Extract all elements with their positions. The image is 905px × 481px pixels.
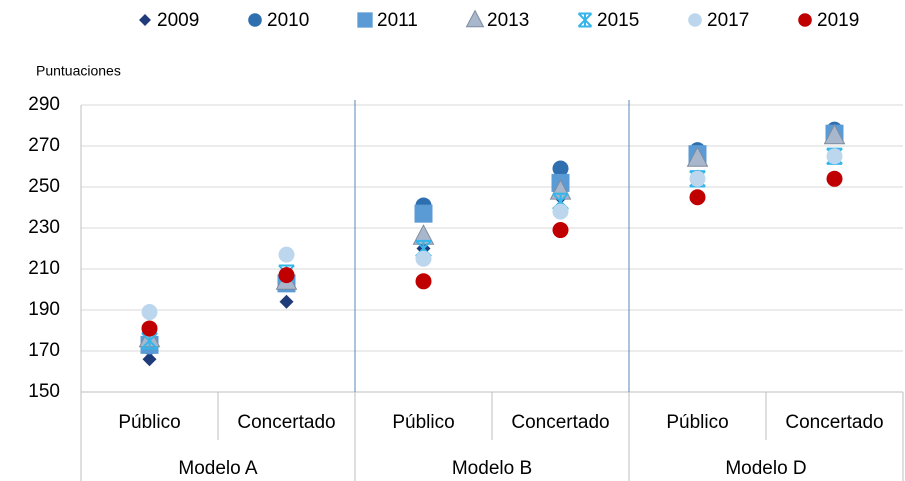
marker (141, 320, 158, 337)
marker (823, 123, 846, 145)
legend-label: 2011 (377, 10, 418, 31)
marker (414, 204, 433, 223)
legend-marker (688, 13, 702, 27)
legend-marker (798, 13, 812, 27)
marker (141, 304, 158, 321)
group-label: Modelo D (725, 458, 806, 479)
marker (415, 250, 432, 267)
legend-label: 2013 (487, 10, 529, 31)
legend-label: 2010 (267, 10, 309, 31)
x-tick-label: Concertado (511, 412, 609, 433)
y-tick-label: 250 (28, 176, 60, 197)
legend-label: 2015 (597, 10, 639, 31)
x-tick-label: Público (666, 412, 728, 433)
marker (552, 203, 569, 220)
y-tick-label: 210 (28, 258, 60, 279)
marker (415, 239, 432, 258)
legend-label: 2017 (707, 10, 749, 31)
legend-label: 2009 (157, 10, 199, 31)
marker (826, 170, 843, 187)
legend-marker (139, 14, 151, 26)
group-label: Modelo B (452, 458, 532, 479)
legend-marker (248, 13, 262, 27)
y-tick-label: 150 (28, 381, 60, 402)
y-tick-label: 270 (28, 135, 60, 156)
marker (552, 192, 569, 210)
marker (278, 267, 295, 284)
x-tick-label: Público (392, 412, 454, 433)
legend-label: 2019 (817, 10, 859, 31)
y-tick-label: 230 (28, 217, 60, 238)
x-tick-label: Concertado (237, 412, 335, 433)
legend-marker (577, 12, 593, 28)
legend-marker (357, 12, 373, 28)
marker (826, 148, 843, 165)
marker (278, 246, 295, 263)
y-tick-label: 170 (28, 340, 60, 361)
marker (142, 352, 157, 367)
marker (686, 146, 709, 167)
x-tick-label: Público (118, 412, 180, 433)
y-tick-label: 190 (28, 299, 60, 320)
x-tick-label: Concertado (785, 412, 883, 433)
marker (552, 160, 569, 177)
y-axis-label: Puntuaciones (36, 63, 121, 79)
marker (689, 170, 706, 187)
y-tick-label: 290 (28, 94, 60, 115)
group-label: Modelo A (178, 458, 258, 479)
marker (279, 294, 294, 309)
legend-marker (465, 9, 485, 28)
marker (689, 189, 706, 206)
marker (141, 332, 158, 350)
marker (552, 222, 569, 239)
marker (415, 273, 432, 290)
